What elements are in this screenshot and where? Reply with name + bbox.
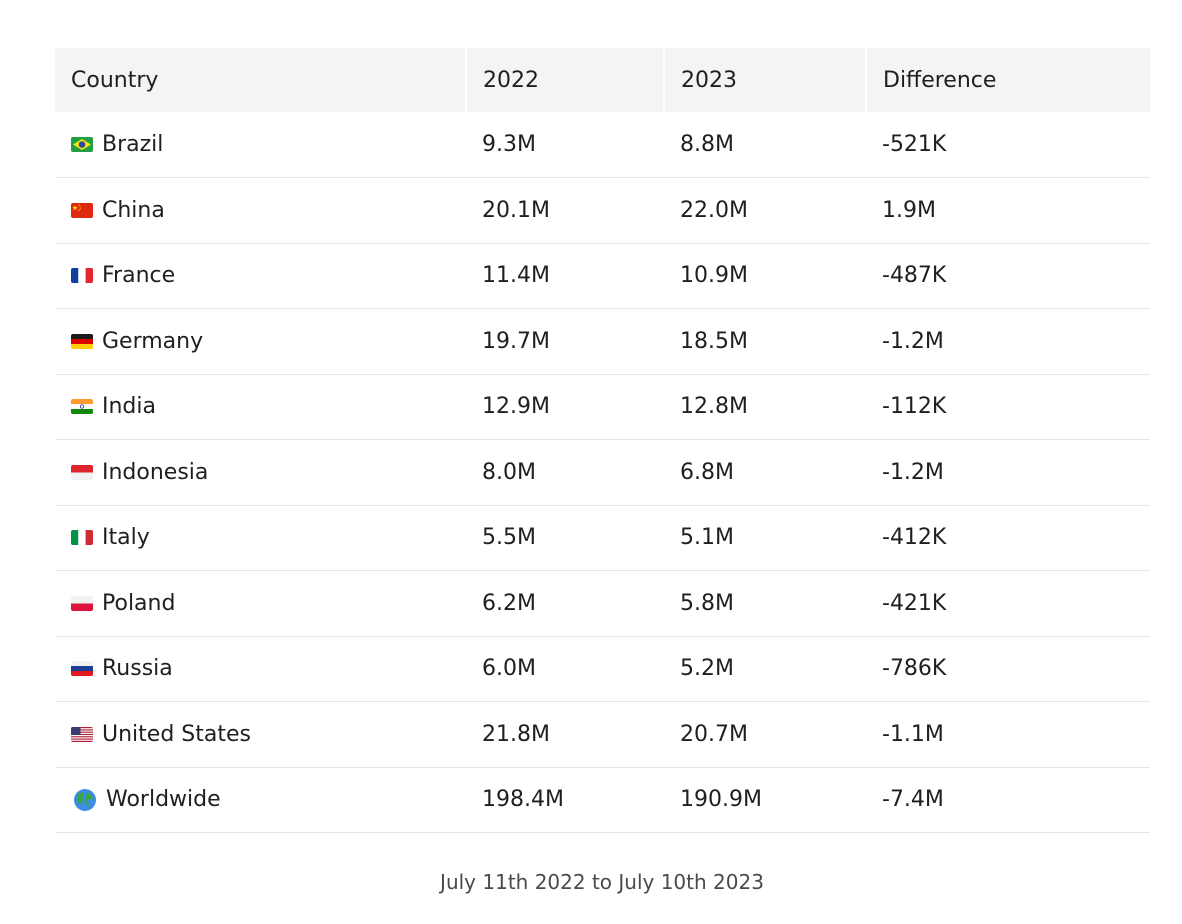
- value-2023: 22.0M: [680, 197, 748, 223]
- country-name: India: [102, 394, 156, 420]
- italy-flag-icon: [71, 530, 93, 546]
- value-difference: -1.1M: [882, 721, 944, 747]
- table-row: France 11.4M 10.9M -487K: [55, 243, 1150, 309]
- country-cell: Russia: [55, 636, 466, 702]
- table-row: India 12.9M 12.8M -112K: [55, 374, 1150, 440]
- value-2023: 18.5M: [680, 328, 748, 354]
- germany-flag-icon: [71, 333, 93, 349]
- country-name: Brazil: [102, 132, 164, 157]
- value-2022: 20.1M: [482, 197, 550, 223]
- table-row: Russia 6.0M 5.2M -786K: [55, 636, 1150, 702]
- brazil-flag-icon: [71, 137, 93, 152]
- poland-flag-icon: [71, 595, 93, 611]
- value-difference: -421K: [882, 590, 947, 616]
- value-difference: 1.9M: [882, 197, 936, 223]
- value-2023: 5.8M: [680, 590, 734, 616]
- value-2022: 6.2M: [482, 590, 536, 616]
- country-name: Poland: [102, 590, 176, 616]
- date-range-caption: July 11th 2022 to July 10th 2023: [440, 870, 764, 894]
- value-difference: -412K: [882, 525, 947, 551]
- table-row: United States 21.8M 20.7M -1.1M: [55, 702, 1150, 768]
- column-header-2022[interactable]: 2022: [466, 48, 665, 112]
- value-2023: 10.9M: [680, 263, 748, 289]
- value-2023: 190.9M: [680, 787, 762, 813]
- value-2023: 6.8M: [680, 459, 734, 485]
- country-name: Russia: [102, 656, 173, 682]
- country-name: France: [102, 263, 176, 289]
- country-cell: Indonesia: [55, 440, 466, 506]
- indonesia-flag-icon: [71, 464, 93, 480]
- france-flag-icon: [71, 268, 93, 284]
- country-cell: Italy: [55, 505, 466, 571]
- value-difference: -1.2M: [882, 459, 944, 485]
- value-2022: 6.0M: [482, 656, 536, 682]
- value-2023: 5.1M: [680, 525, 734, 551]
- table-row: Worldwide 198.4M 190.9M -7.4M: [55, 767, 1150, 833]
- value-2022: 11.4M: [482, 263, 550, 289]
- value-2022: 5.5M: [482, 525, 536, 551]
- country-cell: China: [55, 178, 466, 244]
- table-row: Poland 6.2M 5.8M -421K: [55, 571, 1150, 637]
- china-flag-icon: [71, 202, 93, 218]
- table-row: Germany 19.7M 18.5M -1.2M: [55, 309, 1150, 375]
- value-2022: 8.0M: [482, 459, 536, 485]
- usa-flag-icon: [71, 726, 93, 742]
- country-name: Germany: [102, 328, 204, 354]
- country-cell: Germany: [55, 309, 466, 375]
- table-row: Brazil 9.3M 8.8M -521K: [55, 112, 1150, 178]
- country-name: Worldwide: [106, 787, 221, 813]
- value-2022: 9.3M: [482, 132, 536, 157]
- value-2022: 19.7M: [482, 328, 550, 354]
- india-flag-icon: [71, 399, 93, 415]
- country-name: Indonesia: [102, 459, 209, 485]
- value-difference: -786K: [882, 656, 947, 682]
- value-2023: 20.7M: [680, 721, 748, 747]
- country-cell: Brazil: [55, 112, 466, 178]
- column-header-difference[interactable]: Difference: [866, 48, 1150, 112]
- table-row: China 20.1M 22.0M 1.9M: [55, 178, 1150, 244]
- value-2022: 21.8M: [482, 721, 550, 747]
- country-cell: India: [55, 374, 466, 440]
- table-row: Italy 5.5M 5.1M -412K: [55, 505, 1150, 571]
- column-header-2023[interactable]: 2023: [664, 48, 867, 112]
- country-name: United States: [102, 721, 251, 747]
- value-difference: -1.2M: [882, 328, 944, 354]
- value-difference: -487K: [882, 263, 947, 289]
- value-2023: 8.8M: [680, 132, 734, 157]
- country-comparison-table: Country 2022 2023 Difference Brazil 9.3M: [55, 48, 1150, 833]
- globe-icon: [73, 788, 97, 812]
- country-comparison-table-container: Country 2022 2023 Difference Brazil 9.3M: [55, 48, 1150, 833]
- value-difference: -521K: [882, 132, 947, 157]
- country-cell: Worldwide: [55, 767, 466, 833]
- country-name: China: [102, 197, 165, 223]
- country-name: Italy: [102, 525, 150, 551]
- value-2023: 5.2M: [680, 656, 734, 682]
- value-difference: -112K: [882, 394, 947, 420]
- country-cell: France: [55, 243, 466, 309]
- value-2023: 12.8M: [680, 394, 748, 420]
- table-row: Indonesia 8.0M 6.8M -1.2M: [55, 440, 1150, 506]
- column-header-country[interactable]: Country: [55, 48, 467, 112]
- country-cell: Poland: [55, 571, 466, 637]
- table-header-row: Country 2022 2023 Difference: [55, 48, 1150, 112]
- russia-flag-icon: [71, 661, 93, 677]
- value-difference: -7.4M: [882, 787, 944, 813]
- value-2022: 12.9M: [482, 394, 550, 420]
- country-cell: United States: [55, 702, 466, 768]
- value-2022: 198.4M: [482, 787, 564, 813]
